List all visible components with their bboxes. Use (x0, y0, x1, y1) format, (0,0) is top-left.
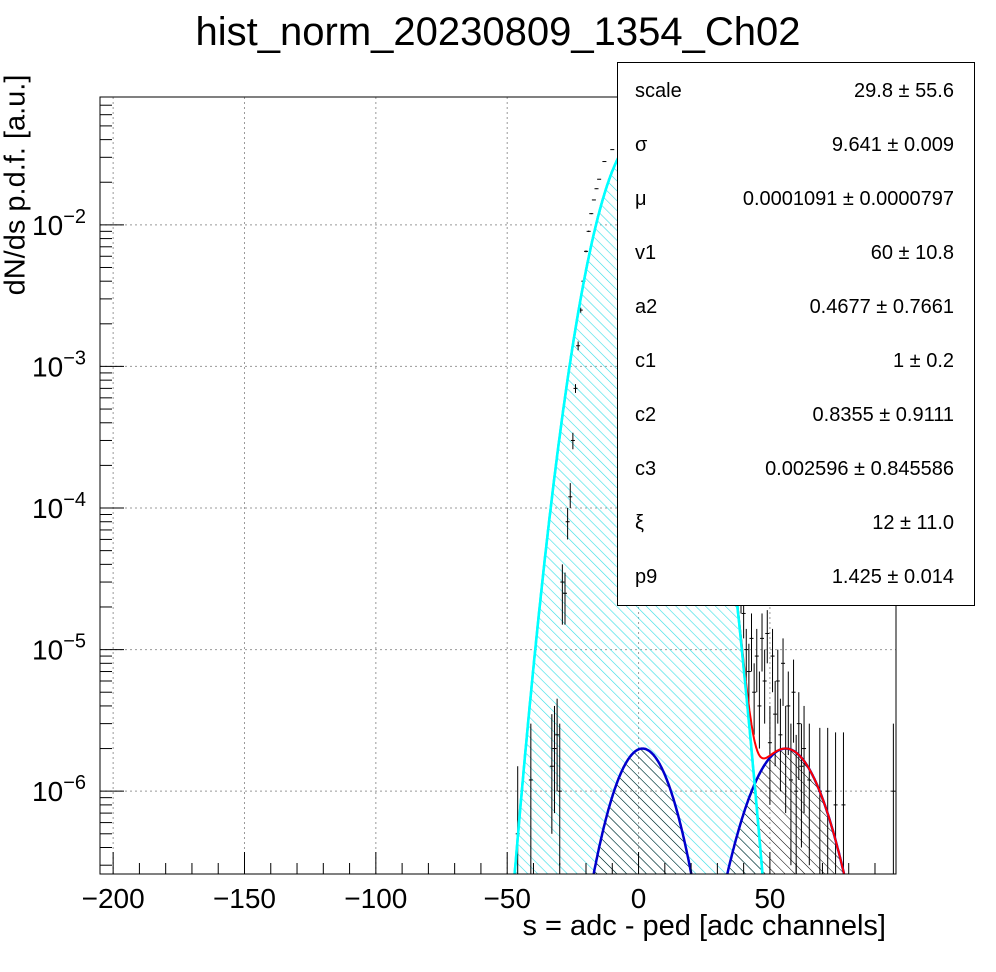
data-point (799, 723, 804, 848)
data-point (786, 671, 791, 756)
data-point (796, 692, 801, 780)
data-point (555, 698, 560, 792)
data-point (841, 732, 846, 874)
x-tick-label: −150 (213, 883, 276, 914)
data-point (770, 628, 775, 693)
tick-labels: −200 −150 −100 −50 0 50 10−6 10−5 10−4 10−3 10−2 (32, 206, 785, 914)
fit-parameter-value: 0.002596 ± 0.845586 (765, 458, 954, 480)
fit-parameter-row: c3 0.002596 ± 0.845586 (618, 441, 974, 495)
fit-parameter-value: 0.8355 ± 0.9111 (812, 404, 954, 426)
data-point (560, 564, 565, 625)
y-tick-label: 10−4 (32, 489, 86, 524)
total-fit-curve (732, 565, 846, 874)
data-point (746, 643, 751, 706)
fit-parameter-row: a2 0.4677 ± 0.7661 (618, 279, 974, 333)
data-point (825, 727, 830, 874)
x-axis-label: s = adc - ped [adc channels] (522, 910, 886, 942)
data-point (754, 628, 759, 693)
data-point (760, 613, 765, 672)
y-axis-label: dN/ds p.d.f. [a.u.] (0, 74, 32, 296)
fit-parameter-name: v1 (635, 242, 657, 264)
fit-parameter-value: 12 ± 11.0 (872, 512, 954, 534)
data-point (744, 628, 749, 682)
data-point (565, 508, 570, 540)
chart-title: hist_norm_20230809_1354_Ch02 (195, 10, 801, 54)
data-point (549, 714, 554, 834)
axis-ticks (100, 96, 876, 874)
fit-parameter-name: c1 (635, 350, 657, 372)
data-point (762, 649, 767, 724)
data-point (788, 723, 793, 866)
data-point (584, 250, 589, 253)
y-tick-label: 10−2 (32, 206, 86, 241)
data-point (794, 734, 799, 874)
y-tick-label: 10−5 (32, 631, 86, 666)
data-point (833, 732, 838, 874)
data-point (791, 659, 796, 743)
fit-parameter-value: 0.4677 ± 0.7661 (809, 296, 954, 318)
fit-parameter-row: v1 60 ± 10.8 (618, 225, 974, 279)
data-point (749, 613, 754, 672)
fit-parameter-row: c2 0.8355 ± 0.9111 (618, 387, 974, 441)
fit-parameter-row: σ 9.641 ± 0.009 (618, 117, 974, 171)
data-point (573, 384, 578, 393)
data-point (576, 341, 581, 351)
fit-parameters-box: scale 29.8 ± 55.6 σ 9.641 ± 0.009 μ 0.0001091… (617, 62, 975, 606)
data-point (557, 723, 562, 866)
fit-parameter-value: 1.425 ± 0.014 (831, 566, 954, 588)
data-point (552, 705, 557, 814)
data-point (807, 723, 812, 866)
data-point (765, 610, 770, 664)
fit-parameter-name: c3 (635, 458, 657, 480)
fit-parameter-name: scale (635, 80, 682, 102)
data-point (891, 723, 896, 874)
x-tick-label: 0 (631, 883, 647, 914)
fit-parameter-row: scale 29.8 ± 55.6 (618, 63, 974, 117)
fit-parameter-row: p9 1.425 ± 0.014 (618, 549, 974, 603)
fit-parameter-name: ξ (635, 512, 644, 534)
data-point (591, 199, 596, 201)
x-tick-label: −50 (483, 883, 531, 914)
x-tick-label: −100 (344, 883, 407, 914)
fit-parameter-value: 1 ± 0.2 (892, 350, 954, 372)
fit-parameter-value: 0.0001091 ± 0.0000797 (742, 188, 954, 210)
data-point (589, 213, 594, 215)
data-point (570, 432, 575, 450)
fit-parameter-name: c2 (635, 404, 657, 426)
data-point (752, 663, 757, 735)
component-2-curve (592, 747, 693, 874)
fit-parameter-value: 29.8 ± 55.6 (854, 80, 954, 102)
data-point (757, 671, 762, 749)
data-point (586, 230, 591, 233)
fit-parameter-name: μ (635, 188, 647, 210)
x-tick-label: 50 (754, 883, 785, 914)
data-point (594, 188, 599, 190)
data-point (528, 723, 533, 874)
data-point (568, 483, 573, 509)
fit-parameter-name: p9 (635, 566, 658, 588)
data-point (781, 638, 786, 706)
fit-parameter-row: c1 1 ± 0.2 (618, 333, 974, 387)
x-tick-label: −200 (82, 883, 145, 914)
fit-parameter-value: 9.641 ± 0.009 (831, 134, 954, 156)
data-point (597, 178, 602, 180)
fit-parameter-name: a2 (635, 296, 658, 318)
fit-parameter-value: 60 ± 10.8 (870, 242, 954, 264)
data-point (562, 572, 567, 625)
fit-parameter-row: ξ 12 ± 11.0 (618, 495, 974, 549)
fit-parameter-row: μ 0.0001091 ± 0.0000797 (618, 171, 974, 225)
data-point (775, 649, 780, 724)
fit-parameter-name: σ (635, 134, 648, 156)
data-points (515, 137, 896, 874)
y-tick-label: 10−3 (32, 347, 86, 382)
data-point (778, 698, 783, 792)
component-2-fill (586, 748, 699, 874)
y-tick-label: 10−6 (32, 772, 86, 807)
